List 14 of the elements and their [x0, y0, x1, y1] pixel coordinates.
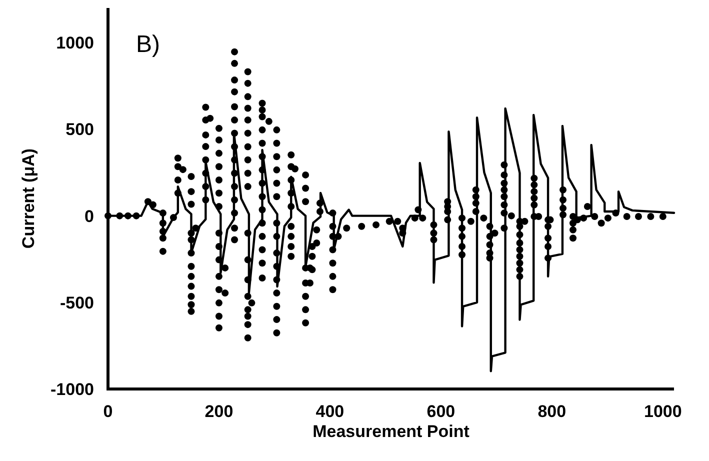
x-tick-label: 800 [538, 402, 566, 421]
y-tick-label: 1000 [56, 34, 94, 53]
x-tick-label: 0 [103, 402, 113, 421]
y-tick-label: 500 [66, 120, 94, 140]
y-tick-label: -500 [60, 293, 94, 312]
x-tick-label: 600 [426, 402, 456, 421]
x-tick-label: 1000 [644, 402, 682, 421]
y-axis-title: Current (μA) [19, 148, 38, 249]
x-axis-title: Measurement Point [312, 422, 470, 441]
x-tick-label: 400 [316, 402, 344, 421]
y-tick-label: -1000 [50, 380, 94, 399]
y-tick-label: 0 [84, 206, 94, 226]
x-tick-label: 200 [204, 402, 234, 421]
annotation: B) [136, 31, 160, 58]
